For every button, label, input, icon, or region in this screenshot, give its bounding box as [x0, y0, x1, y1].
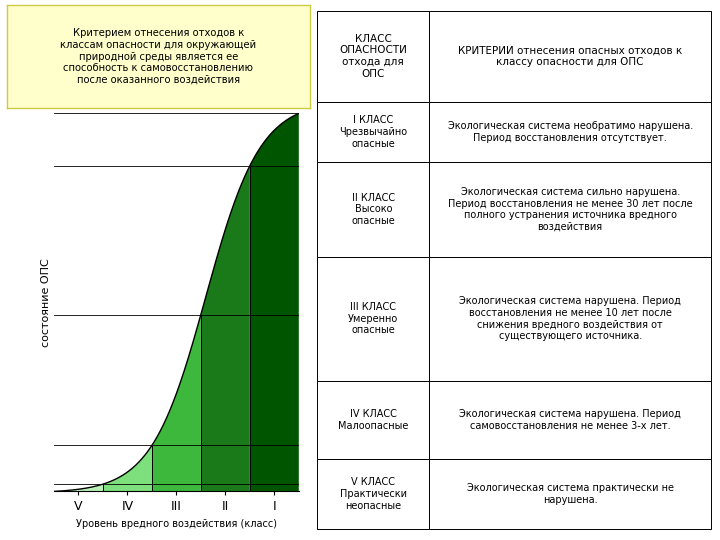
Text: II КЛАСС
Высоко
опасные: II КЛАСС Высоко опасные [351, 193, 395, 226]
Polygon shape [201, 166, 250, 491]
Polygon shape [103, 446, 152, 491]
Bar [429, 256, 711, 381]
Text: КРИТЕРИИ отнесения опасных отходов к
классу опасности для ОПС: КРИТЕРИИ отнесения опасных отходов к кла… [458, 45, 683, 67]
Text: Критерием отнесения отходов к
классам опасности для окружающей
природной среды я: Критерием отнесения отходов к классам оп… [60, 29, 256, 85]
Text: Экологическая система нарушена. Период
восстановления не менее 10 лет после
сниж: Экологическая система нарушена. Период в… [459, 296, 681, 341]
Bar [318, 381, 429, 458]
Y-axis label: состояние ОПС: состояние ОПС [41, 258, 51, 347]
Text: Экологическая система сильно нарушена.
Период восстановления не менее 30 лет пос: Экологическая система сильно нарушена. П… [448, 187, 693, 232]
Bar [318, 162, 429, 256]
Text: I КЛАСС
Чрезвычайно
опасные: I КЛАСС Чрезвычайно опасные [339, 116, 408, 148]
Polygon shape [152, 314, 201, 491]
Polygon shape [54, 484, 103, 491]
Text: Экологическая система нарушена. Период
самовосстановления не менее 3-х лет.: Экологическая система нарушена. Период с… [459, 409, 681, 431]
Bar [429, 11, 711, 102]
Text: III КЛАСС
Умеренно
опасные: III КЛАСС Умеренно опасные [348, 302, 398, 335]
X-axis label: Уровень вредного воздействия (класс): Уровень вредного воздействия (класс) [76, 519, 277, 529]
Bar [429, 162, 711, 256]
Bar [318, 458, 429, 529]
Bar [429, 381, 711, 458]
Bar [318, 256, 429, 381]
Text: Экологическая система практически не
нарушена.: Экологическая система практически не нар… [467, 483, 674, 505]
Bar [318, 102, 429, 162]
Text: IV КЛАСС
Малоопасные: IV КЛАСС Малоопасные [338, 409, 408, 431]
Text: КЛАСС
ОПАСНОСТИ
отхода для
ОПС: КЛАСС ОПАСНОСТИ отхода для ОПС [339, 34, 408, 78]
Polygon shape [250, 113, 299, 491]
Bar [318, 11, 429, 102]
Text: Экологическая система необратимо нарушена.
Период восстановления отсутствует.: Экологическая система необратимо нарушен… [448, 121, 693, 143]
Bar [429, 458, 711, 529]
Text: V КЛАСС
Практически
неопасные: V КЛАСС Практически неопасные [340, 477, 407, 510]
Bar [429, 102, 711, 162]
